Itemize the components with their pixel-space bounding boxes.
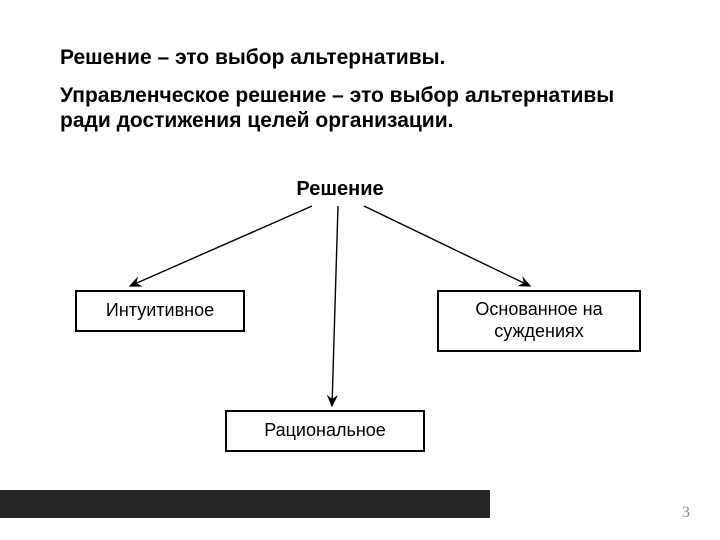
diagram-root-label: Решение [270, 178, 410, 201]
edge-to-intuitive [130, 206, 312, 286]
diagram-arrows [0, 0, 720, 540]
node-label: Рациональное [264, 420, 386, 442]
edge-to-judgement [364, 206, 530, 286]
node-label: Интуитивное [106, 300, 214, 322]
footer-bar [0, 490, 490, 518]
node-intuitive: Интуитивное [75, 290, 245, 332]
node-label: Основанное на суждениях [449, 299, 629, 342]
node-judgement-based: Основанное на суждениях [437, 290, 641, 352]
edge-to-rational [332, 206, 338, 406]
page-number: 3 [682, 504, 690, 522]
diagram: Решение Интуитивное Основанное на сужден… [0, 0, 720, 540]
node-rational: Рациональное [225, 410, 425, 452]
